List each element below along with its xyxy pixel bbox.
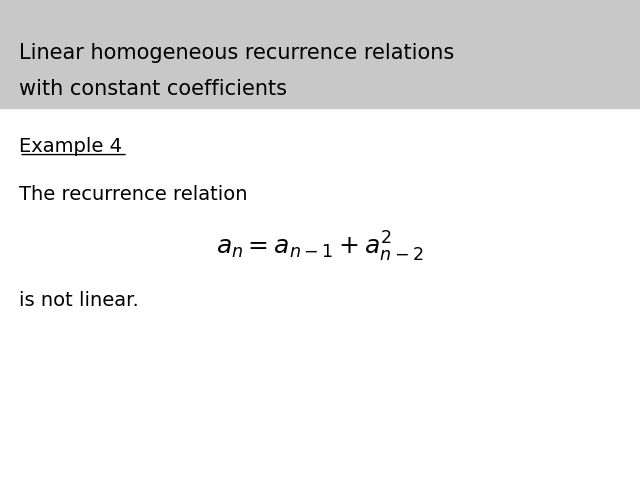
Text: Linear homogeneous recurrence relations: Linear homogeneous recurrence relations <box>19 43 454 63</box>
Text: The recurrence relation: The recurrence relation <box>19 185 248 204</box>
Text: $a_n = a_{n-1} + a_{n-2}^2$: $a_n = a_{n-1} + a_{n-2}^2$ <box>216 230 424 264</box>
Text: with constant coefficients: with constant coefficients <box>19 79 287 99</box>
FancyBboxPatch shape <box>0 0 640 108</box>
Text: Example 4: Example 4 <box>19 137 122 156</box>
Text: is not linear.: is not linear. <box>19 290 139 310</box>
